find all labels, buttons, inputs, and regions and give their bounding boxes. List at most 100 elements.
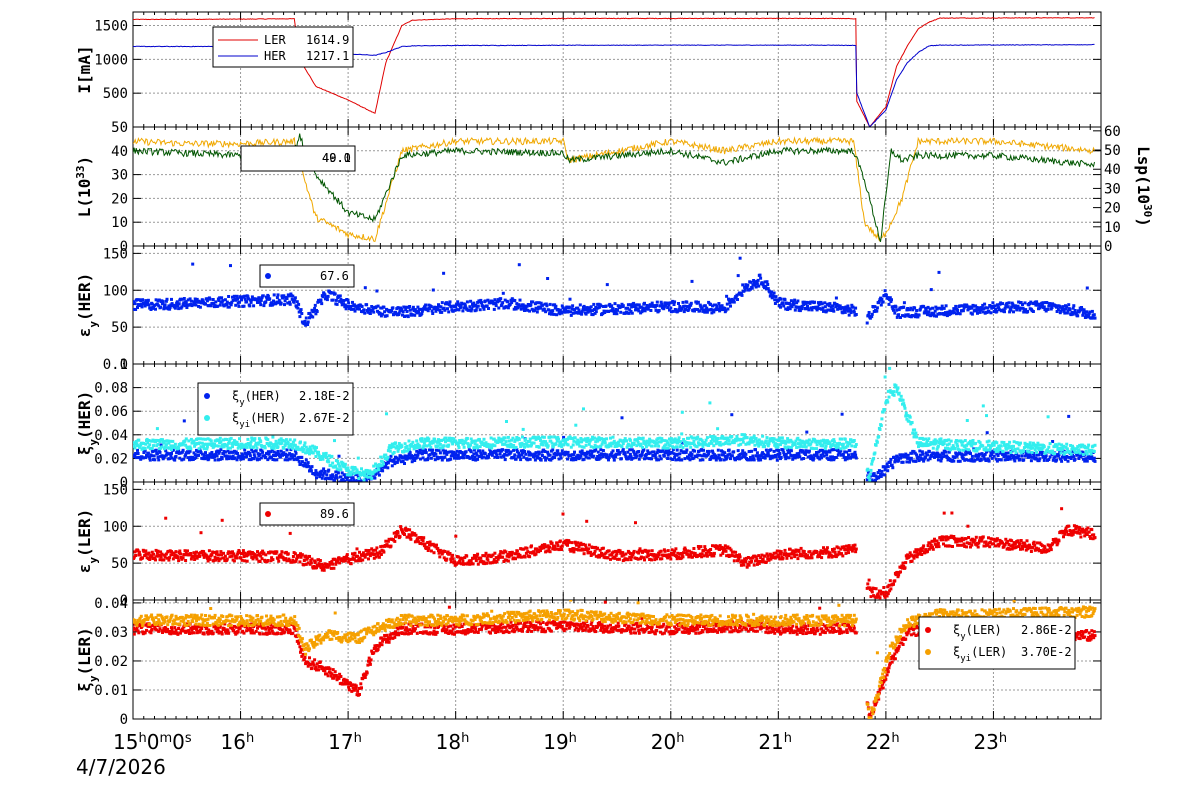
data-point (285, 448, 289, 452)
data-point (965, 458, 969, 462)
data-point (982, 455, 986, 459)
data-point (609, 453, 613, 456)
data-point (493, 444, 497, 448)
data-point (715, 439, 719, 443)
data-point (958, 459, 962, 463)
y-axis-label: εy(HER) (75, 273, 100, 337)
data-point (367, 471, 371, 475)
data-point (738, 256, 742, 260)
data-point (716, 437, 720, 440)
data-point (137, 438, 141, 442)
data-point (154, 448, 158, 452)
data-point (170, 448, 173, 451)
data-point (668, 301, 672, 305)
data-point (283, 299, 287, 303)
data-point (180, 458, 184, 462)
y-axis-label: L(1033) (74, 156, 95, 217)
data-point (1055, 458, 1058, 462)
data-point (184, 301, 188, 305)
data-point (187, 439, 191, 443)
data-point (549, 312, 553, 316)
data-point (252, 453, 256, 457)
data-point (450, 440, 454, 444)
data-point (840, 437, 843, 441)
data-point (748, 455, 752, 459)
data-point (659, 304, 662, 308)
data-point (552, 312, 556, 316)
data-point (833, 302, 837, 306)
data-point (186, 298, 190, 302)
data-point (626, 306, 630, 310)
data-point (666, 457, 670, 460)
data-point (854, 456, 858, 460)
data-point (644, 445, 648, 449)
data-point (569, 310, 573, 314)
data-point (644, 306, 648, 310)
data-point (795, 446, 799, 449)
data-point (293, 454, 297, 458)
data-point (306, 323, 310, 326)
data-point (416, 305, 420, 309)
data-point (431, 288, 435, 292)
data-point (268, 444, 272, 448)
data-point (791, 457, 795, 461)
data-point (329, 463, 333, 467)
data-point (143, 449, 147, 453)
data-point (218, 303, 222, 307)
data-point (177, 302, 181, 306)
data-point (235, 440, 239, 444)
data-point (718, 309, 722, 313)
data-point (146, 441, 150, 445)
data-point (182, 297, 186, 300)
data-point (617, 443, 621, 447)
data-point (854, 443, 858, 446)
data-point (814, 440, 818, 444)
data-point (721, 450, 725, 454)
data-point (438, 446, 442, 450)
data-point (930, 454, 934, 458)
data-point (751, 436, 755, 440)
y2-tick-label: 50 (1104, 143, 1121, 159)
data-point (843, 450, 847, 454)
data-point (149, 308, 153, 311)
data-point (705, 310, 709, 314)
data-point (715, 305, 719, 308)
data-point (420, 437, 424, 441)
data-point (648, 437, 652, 441)
data-point (283, 458, 287, 462)
data-point (849, 309, 852, 313)
data-point (209, 439, 213, 443)
data-point (740, 293, 744, 297)
data-point (408, 451, 412, 455)
data-point (775, 458, 779, 462)
data-point (974, 304, 978, 308)
data-point (444, 450, 448, 454)
data-point (544, 458, 548, 462)
data-point (285, 297, 289, 300)
data-point (643, 301, 646, 305)
data-point (1081, 451, 1085, 455)
data-point (468, 305, 472, 309)
data-point (175, 451, 179, 455)
data-point (828, 302, 832, 306)
data-point (250, 448, 254, 452)
data-point (847, 309, 850, 313)
data-point (181, 441, 185, 445)
data-point (943, 313, 947, 317)
data-point (638, 437, 642, 440)
data-point (521, 303, 525, 307)
data-point (386, 466, 390, 470)
data-point (429, 456, 433, 460)
data-point (677, 458, 680, 462)
data-point (752, 280, 756, 284)
data-point (479, 451, 483, 455)
data-point (1021, 303, 1024, 306)
data-point (736, 298, 739, 301)
data-point (825, 439, 829, 443)
data-point (928, 457, 932, 461)
data-point (1018, 308, 1022, 312)
data-point (288, 457, 292, 461)
data-point (446, 307, 449, 311)
data-point (293, 449, 297, 453)
